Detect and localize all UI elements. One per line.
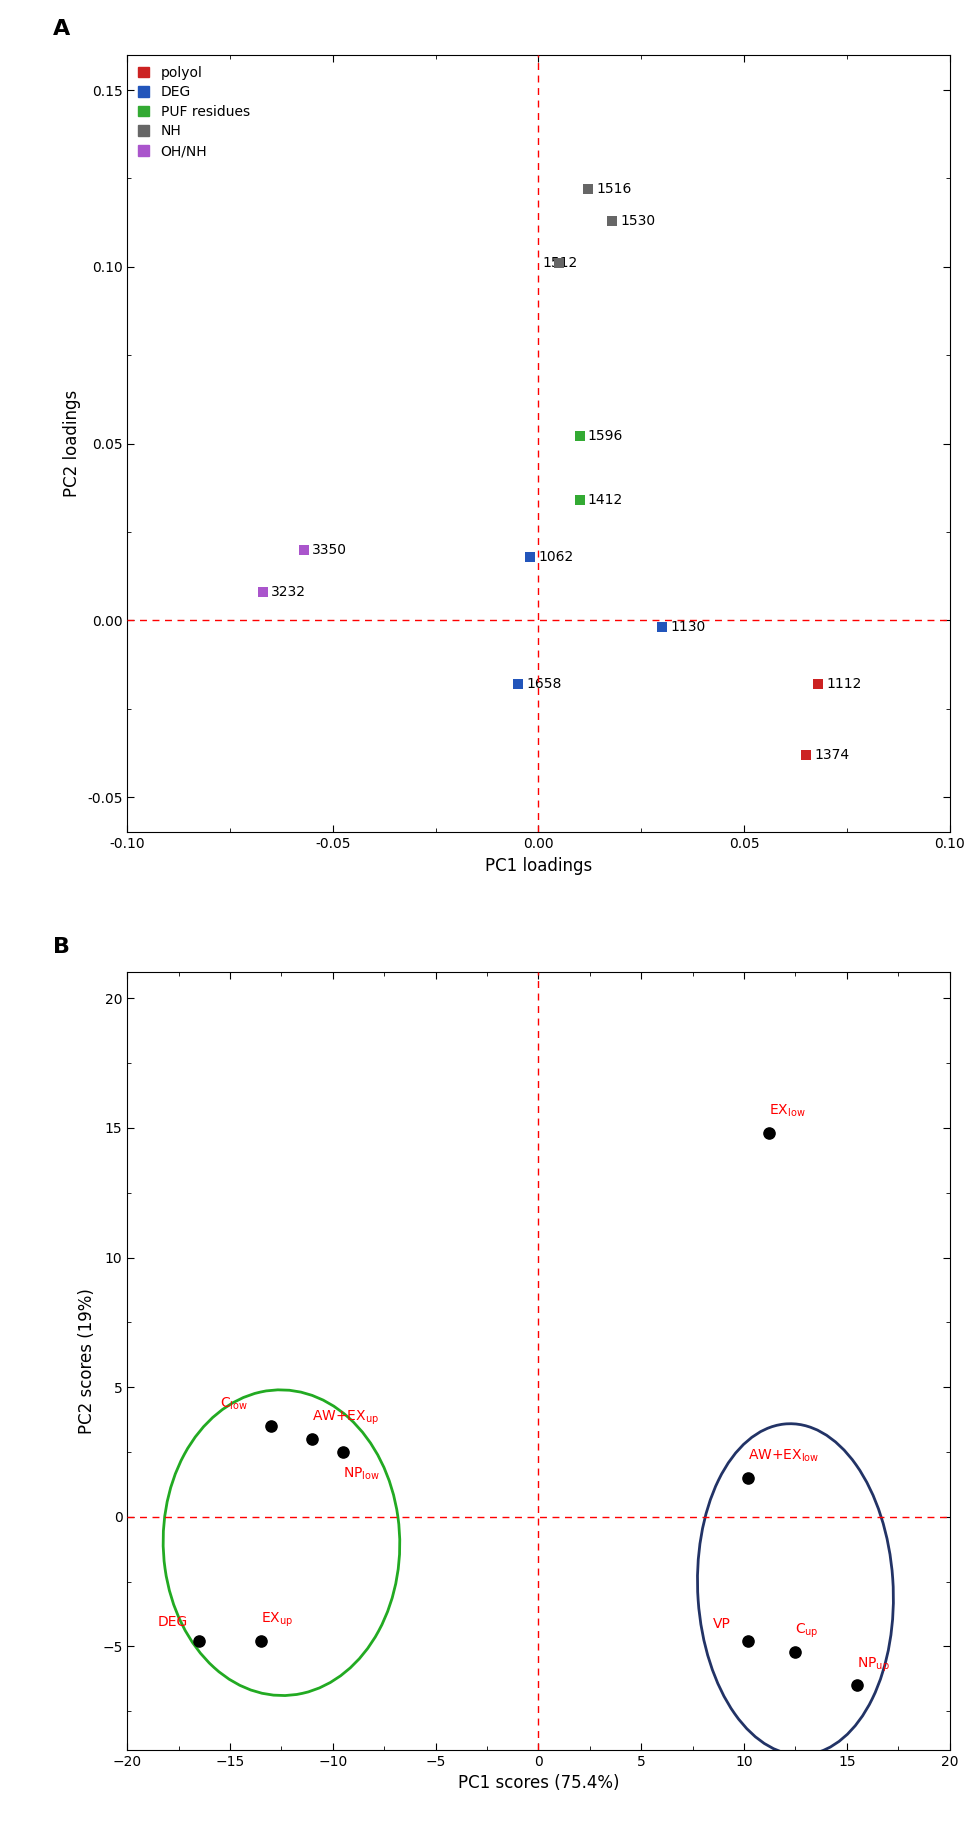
Point <box>255 578 271 607</box>
Text: AW+EX$_{\mathregular{up}}$: AW+EX$_{\mathregular{up}}$ <box>312 1409 379 1427</box>
Point <box>653 613 669 642</box>
Point <box>571 485 587 514</box>
Text: EX$_{\mathregular{up}}$: EX$_{\mathregular{up}}$ <box>260 1612 292 1630</box>
Point <box>571 421 587 450</box>
Text: 1412: 1412 <box>587 492 622 507</box>
Text: C$_{\mathregular{up}}$: C$_{\mathregular{up}}$ <box>794 1621 819 1641</box>
Point <box>522 541 538 571</box>
Point <box>739 1626 755 1655</box>
Text: 3232: 3232 <box>271 585 306 600</box>
Text: NP$_{\mathregular{up}}$: NP$_{\mathregular{up}}$ <box>857 1655 889 1674</box>
Point <box>579 175 595 204</box>
Point <box>739 1464 755 1493</box>
Text: 1658: 1658 <box>525 676 561 691</box>
Text: C$_{\mathregular{low}}$: C$_{\mathregular{low}}$ <box>219 1396 247 1413</box>
Text: 1130: 1130 <box>669 620 704 634</box>
Text: A: A <box>53 18 70 38</box>
Point <box>304 1424 320 1453</box>
Y-axis label: PC2 scores (19%): PC2 scores (19%) <box>78 1289 97 1435</box>
Text: EX$_{\mathregular{low}}$: EX$_{\mathregular{low}}$ <box>768 1103 805 1119</box>
Point <box>510 669 525 698</box>
Point <box>760 1119 776 1148</box>
Text: 1530: 1530 <box>620 213 655 228</box>
Text: 1512: 1512 <box>542 257 577 270</box>
Point <box>786 1637 802 1666</box>
Text: 1062: 1062 <box>538 551 573 563</box>
Text: B: B <box>53 937 70 957</box>
Text: 1374: 1374 <box>813 747 848 762</box>
Text: NP$_{\mathregular{low}}$: NP$_{\mathregular{low}}$ <box>342 1466 379 1482</box>
Text: 3350: 3350 <box>312 543 347 556</box>
X-axis label: PC1 scores (75.4%): PC1 scores (75.4%) <box>458 1774 618 1792</box>
Text: 1112: 1112 <box>825 676 861 691</box>
Point <box>191 1626 207 1655</box>
Point <box>263 1411 279 1440</box>
Text: DEG: DEG <box>158 1615 188 1628</box>
Point <box>296 534 312 563</box>
Legend: polyol, DEG, PUF residues, NH, OH/NH: polyol, DEG, PUF residues, NH, OH/NH <box>134 62 253 162</box>
Point <box>797 740 813 769</box>
Point <box>848 1670 865 1699</box>
Y-axis label: PC2 loadings: PC2 loadings <box>64 390 81 498</box>
X-axis label: PC1 loadings: PC1 loadings <box>484 857 592 875</box>
Point <box>551 248 566 277</box>
Text: VP: VP <box>712 1617 731 1632</box>
Point <box>252 1626 268 1655</box>
Point <box>810 669 825 698</box>
Point <box>334 1437 350 1466</box>
Text: 1596: 1596 <box>587 430 623 443</box>
Text: 1516: 1516 <box>596 182 631 197</box>
Point <box>604 206 620 235</box>
Text: AW+EX$_{\mathregular{low}}$: AW+EX$_{\mathregular{low}}$ <box>747 1447 819 1464</box>
